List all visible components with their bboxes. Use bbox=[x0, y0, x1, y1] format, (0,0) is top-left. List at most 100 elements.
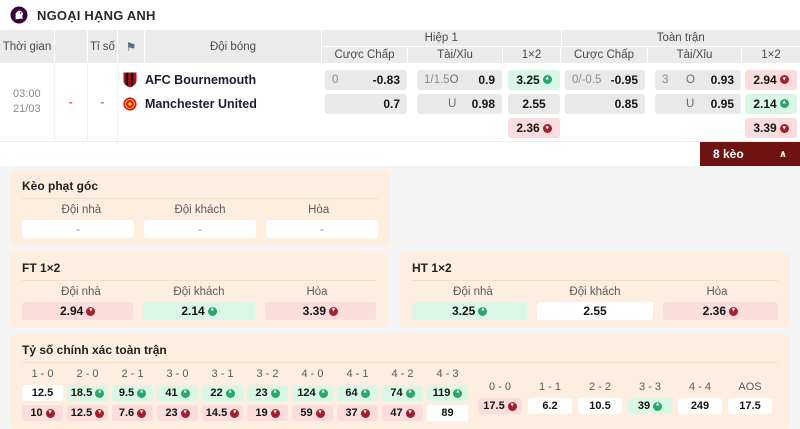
score-column: 4 - 3 119 89 bbox=[427, 368, 468, 421]
score-odds-cell[interactable]: 19 bbox=[247, 405, 288, 421]
score-odds-cell[interactable]: 249 bbox=[678, 398, 722, 414]
trend-icon bbox=[95, 389, 104, 398]
trend-icon bbox=[780, 99, 789, 108]
score-odds-cell[interactable]: 17.5 bbox=[478, 398, 522, 414]
trend-icon bbox=[181, 389, 190, 398]
score-odds-cell[interactable]: 22 bbox=[202, 385, 243, 401]
score-label: 2 - 2 bbox=[578, 381, 622, 394]
group-header-first-half: Hiệp 1 bbox=[322, 30, 561, 46]
corner-away-odds[interactable]: - bbox=[144, 220, 256, 238]
score-odds-cell[interactable]: 23 bbox=[157, 405, 198, 421]
ht-away-odds[interactable]: 2.55 bbox=[537, 302, 652, 320]
away-team-name[interactable]: Manchester United bbox=[145, 97, 257, 111]
h1-1x2-home-odds[interactable]: 3.25 bbox=[508, 70, 560, 90]
h1-1x2-away-odds[interactable]: 2.55 bbox=[508, 94, 560, 114]
ft-home-odds[interactable]: 2.94 bbox=[22, 302, 133, 320]
score-odds-cell[interactable]: 59 bbox=[292, 405, 333, 421]
draw-score-column: 2 - 2 10.5 bbox=[578, 381, 622, 414]
draw-label: Hòa bbox=[656, 286, 778, 298]
corner-home-odds[interactable]: - bbox=[22, 220, 134, 238]
home-odds-row: AFC Bournemouth 0 -0.83 1/1.5 O 0.9 3.25 bbox=[118, 68, 800, 91]
ft-away-odds[interactable]: 2.14 bbox=[143, 302, 254, 320]
odds-count-expander[interactable]: 8 kèo ∧ bbox=[700, 142, 800, 166]
corner-card-title: Kèo phạt góc bbox=[22, 176, 378, 199]
score-column: 2 - 018.512.5 bbox=[67, 368, 108, 421]
trend-icon bbox=[95, 409, 104, 418]
score-odds-cell[interactable]: 7.6 bbox=[112, 405, 153, 421]
away-team-cell[interactable]: Manchester United bbox=[118, 97, 322, 111]
score-odds-cell[interactable]: 17.5 bbox=[728, 398, 772, 414]
ft-1x2-draw-odds[interactable]: 3.39 bbox=[745, 118, 797, 138]
h1-over-odds[interactable]: 1/1.5 O 0.9 bbox=[417, 70, 502, 90]
score-odds-cell[interactable]: 119 bbox=[427, 385, 468, 401]
trend-icon bbox=[316, 409, 325, 418]
trend-icon bbox=[453, 389, 462, 398]
column-header-handicap-h1: Cược Chấp bbox=[322, 47, 407, 63]
trend-icon bbox=[329, 307, 338, 316]
score-odds-cell[interactable]: 89 bbox=[427, 405, 468, 421]
ft-under-odds[interactable]: U 0.95 bbox=[655, 94, 741, 114]
score-odds-cell[interactable]: 6.2 bbox=[528, 398, 572, 414]
h1-handicap-away[interactable]: 0.7 bbox=[325, 94, 407, 114]
ft-1x2-away-odds[interactable]: 2.14 bbox=[745, 94, 797, 114]
score-column: 4 - 27447 bbox=[382, 368, 423, 421]
score-odds-cell[interactable]: 9.5 bbox=[112, 385, 153, 401]
home-team-cell[interactable]: AFC Bournemouth bbox=[118, 72, 322, 88]
score-odds-cell[interactable]: 41 bbox=[157, 385, 198, 401]
column-header-overunder-ft: Tài/Xỉu bbox=[648, 47, 741, 63]
trend-icon bbox=[226, 389, 235, 398]
score-odds-cell[interactable]: 47 bbox=[382, 405, 423, 421]
score-odds-cell[interactable]: 23 bbox=[247, 385, 288, 401]
score-odds-cell[interactable]: 12.5 bbox=[67, 405, 108, 421]
score-label: 3 - 2 bbox=[247, 368, 288, 381]
ft-handicap-away[interactable]: 0.85 bbox=[565, 94, 645, 114]
column-header-score: Tỉ số bbox=[88, 30, 117, 63]
score-label: 4 - 1 bbox=[337, 368, 378, 381]
ft-over-odds[interactable]: 3 O 0.93 bbox=[655, 70, 741, 90]
score-label: 3 - 1 bbox=[202, 368, 243, 381]
ht-draw-odds[interactable]: 2.36 bbox=[663, 302, 778, 320]
score-odds-cell[interactable]: 124 bbox=[292, 385, 333, 401]
correct-score-grid: 1 - 012.5102 - 018.512.52 - 19.57.63 - 0… bbox=[22, 368, 468, 421]
column-header-handicap-ft: Cược Chấp bbox=[561, 47, 647, 63]
odds-table: Thời gian Tỉ số ⚑ Đội bóng Hiệp 1 Toàn t… bbox=[0, 30, 800, 166]
column-header-time: Thời gian bbox=[0, 30, 54, 63]
score-odds-cell[interactable]: 64 bbox=[337, 385, 378, 401]
h1-handicap-home[interactable]: 0 -0.83 bbox=[325, 70, 407, 90]
trend-icon bbox=[361, 409, 370, 418]
h1-under-odds[interactable]: U 0.98 bbox=[417, 94, 502, 114]
ft-1x2-home-odds[interactable]: 2.94 bbox=[745, 70, 797, 90]
score-odds-cell[interactable]: 12.5 bbox=[22, 385, 63, 401]
away-label: Đội khách bbox=[140, 286, 258, 298]
trend-icon bbox=[86, 307, 95, 316]
score-odds-cell[interactable]: 10 bbox=[22, 405, 63, 421]
trend-icon bbox=[478, 307, 487, 316]
expander-row: 8 kèo ∧ bbox=[0, 142, 800, 166]
score-odds-cell[interactable]: 74 bbox=[382, 385, 423, 401]
trend-icon bbox=[271, 389, 280, 398]
h1-1x2-draw-odds[interactable]: 2.36 bbox=[508, 118, 560, 138]
match-row: 03:00 21/03 - - bbox=[0, 63, 800, 142]
score-odds-cell[interactable]: 14.5 bbox=[202, 405, 243, 421]
score-label: AOS bbox=[728, 381, 772, 394]
score-label: 3 - 3 bbox=[628, 381, 672, 394]
score-odds-cell[interactable]: 39 bbox=[628, 398, 672, 414]
score-home: - bbox=[55, 63, 88, 141]
ft-draw-odds[interactable]: 3.39 bbox=[265, 302, 376, 320]
away-label: Đội khách bbox=[141, 204, 260, 216]
score-odds-cell[interactable]: 10.5 bbox=[578, 398, 622, 414]
score-label: 0 - 0 bbox=[478, 381, 522, 394]
away-odds-row: Manchester United 0.7 U 0.98 2.55 bbox=[118, 92, 800, 115]
score-odds-cell[interactable]: 37 bbox=[337, 405, 378, 421]
trend-icon bbox=[181, 409, 190, 418]
ft-handicap-home[interactable]: 0/-0.5 -0.95 bbox=[565, 70, 645, 90]
corner-flag-icon: ⚑ bbox=[118, 30, 144, 63]
score-label: 3 - 0 bbox=[157, 368, 198, 381]
score-odds-cell[interactable]: 18.5 bbox=[67, 385, 108, 401]
ht-home-odds[interactable]: 3.25 bbox=[412, 302, 527, 320]
home-team-name[interactable]: AFC Bournemouth bbox=[145, 73, 256, 87]
score-label: 4 - 3 bbox=[427, 368, 468, 381]
corner-draw-odds[interactable]: - bbox=[266, 220, 378, 238]
